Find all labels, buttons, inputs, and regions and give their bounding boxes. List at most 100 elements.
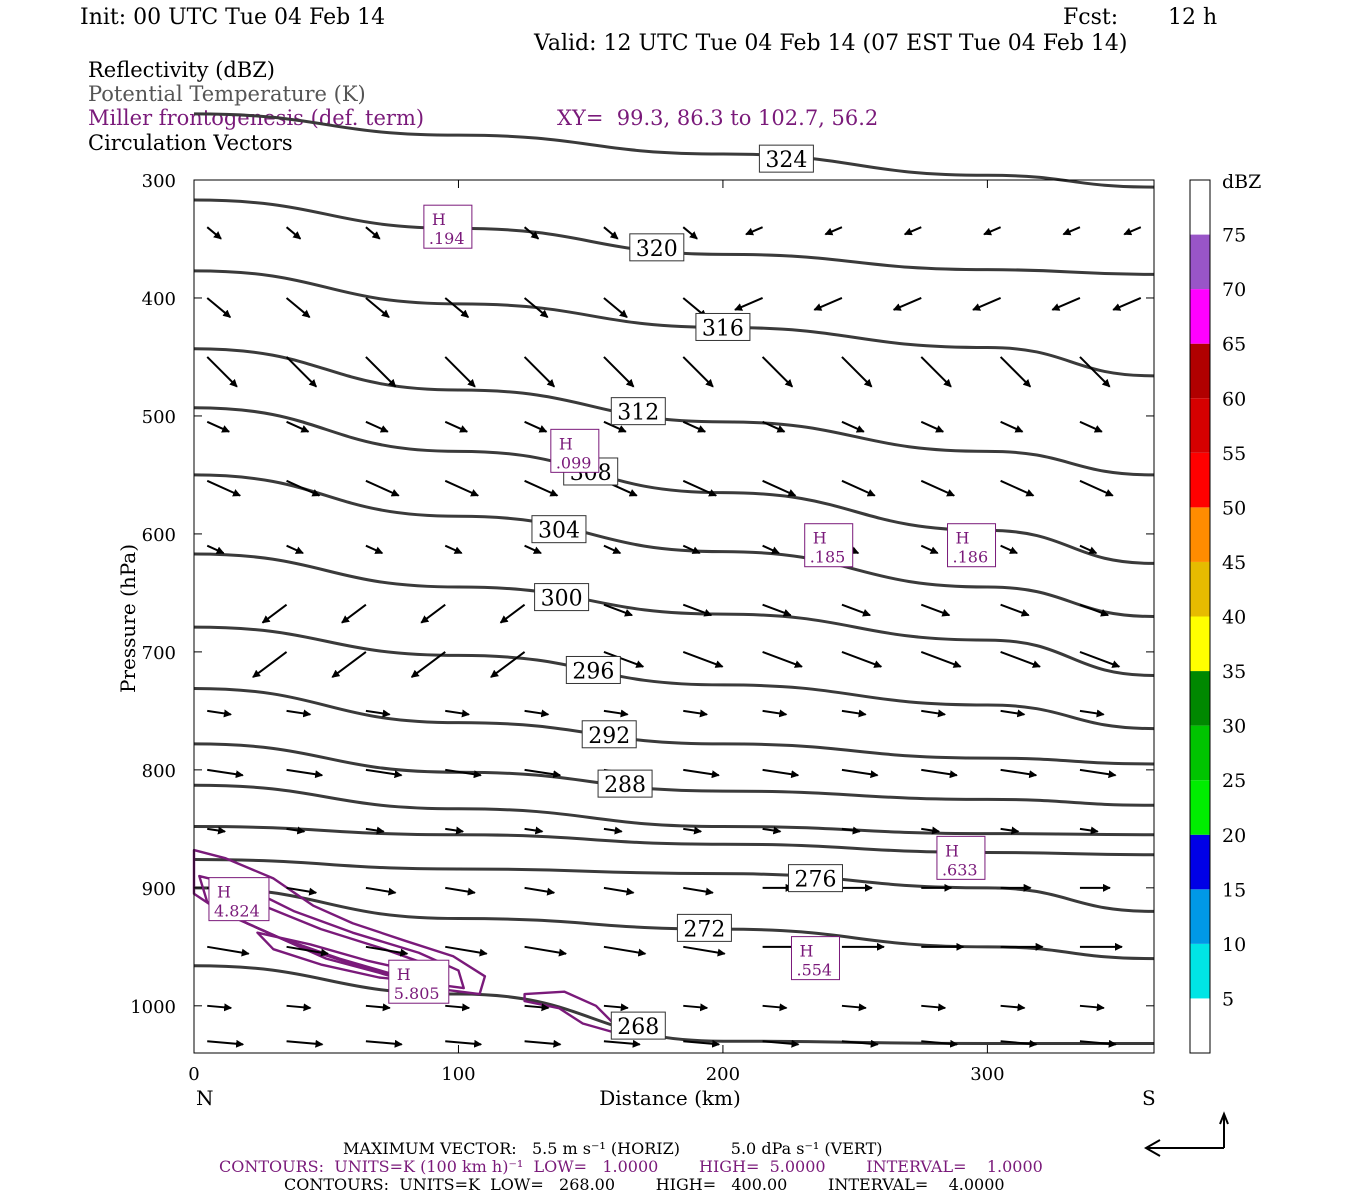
circulation-vector xyxy=(285,297,311,318)
circulation-vector xyxy=(920,356,952,388)
circulation-vector xyxy=(1000,650,1041,668)
fronto-max-4: H.186 xyxy=(947,523,997,568)
colorbar-frame xyxy=(1189,179,1211,1054)
fronto-max-h: H xyxy=(432,210,446,229)
circulation-vector xyxy=(682,356,714,388)
fronto-max-h: H xyxy=(397,965,411,984)
colorbar-label: 60 xyxy=(1222,388,1246,410)
theta-label-296: 296 xyxy=(565,655,621,684)
fronto-max-h: H xyxy=(945,841,959,860)
circulation-vector xyxy=(762,1039,800,1048)
circulation-vector xyxy=(1000,1003,1026,1012)
circulation-vector xyxy=(761,356,794,388)
colorbar-label: 50 xyxy=(1222,497,1246,519)
circulation-vector xyxy=(1062,226,1081,236)
colorbar-label: 20 xyxy=(1222,825,1246,847)
circulation-vector xyxy=(841,603,871,617)
circulation-vector xyxy=(524,886,556,896)
circulation-vector xyxy=(523,356,555,388)
circulation-vector xyxy=(813,297,843,311)
circulation-vector xyxy=(1000,544,1018,555)
colorbar-segment xyxy=(1190,889,1210,944)
circulation-vector xyxy=(252,651,288,678)
theta-label-text: 292 xyxy=(588,724,630,749)
theta-label-text: 276 xyxy=(794,868,836,893)
field-vectors: Circulation Vectors xyxy=(88,131,293,155)
circulation-vector xyxy=(1079,356,1111,388)
fronto-max-h: H xyxy=(813,529,827,548)
circulation-vector xyxy=(1000,1039,1038,1048)
fronto-max-6: H.554 xyxy=(790,936,840,981)
colorbar-segment xyxy=(1190,343,1210,399)
circulation-vector xyxy=(286,1039,324,1048)
circulation-vector xyxy=(445,768,482,779)
circulation-vector xyxy=(1079,1039,1117,1048)
circulation-vector xyxy=(841,709,867,718)
circulation-vector xyxy=(445,1003,471,1012)
colorbar-label: 5 xyxy=(1222,988,1234,1010)
circulation-vector xyxy=(286,709,312,718)
circulation-vector xyxy=(603,603,633,617)
y-tick-label: 700 xyxy=(142,643,176,664)
circulation-vector xyxy=(920,650,962,668)
circulation-vector xyxy=(734,297,763,311)
circulation-vector xyxy=(444,356,476,388)
theta-label-box xyxy=(610,1011,666,1040)
colorbar-segment xyxy=(1190,943,1210,999)
fronto-max-h: H xyxy=(799,942,813,961)
fronto-max-value: .633 xyxy=(942,860,978,879)
circulation-vector xyxy=(762,603,792,617)
circulation-vector xyxy=(841,479,876,497)
theta-contour-320 xyxy=(193,198,1155,276)
colorbar-label: 25 xyxy=(1222,770,1246,792)
y-tick-label: 900 xyxy=(142,879,176,900)
theta-label-312: 312 xyxy=(610,397,666,426)
circulation-vector xyxy=(682,420,707,433)
theta-label-box xyxy=(597,769,653,798)
circulation-vector xyxy=(445,826,465,835)
circulation-vector xyxy=(286,544,304,555)
x-end-label-right: S xyxy=(1142,1086,1156,1110)
circulation-vector xyxy=(1079,544,1098,555)
theta-label-300: 300 xyxy=(534,583,590,612)
circulation-vector xyxy=(603,544,622,555)
colorbar-segment xyxy=(1190,452,1210,508)
circulation-vector xyxy=(445,945,488,957)
fronto-max-value: .185 xyxy=(810,548,846,567)
circulation-vector xyxy=(1112,297,1142,311)
y-tick-label: 400 xyxy=(142,289,176,310)
circulation-vector xyxy=(921,768,958,779)
circulation-vector xyxy=(365,826,385,835)
circulation-vector xyxy=(1079,479,1114,497)
circulation-vector xyxy=(524,945,567,957)
circulation-vector xyxy=(603,945,647,957)
circulation-vector xyxy=(683,886,714,896)
xy-coordinates: XY= 99.3, 86.3 to 102.7, 56.2 xyxy=(557,106,879,130)
colorbar-segment xyxy=(1190,289,1210,344)
circulation-vector xyxy=(683,709,708,718)
circulation-vector xyxy=(207,1003,233,1012)
circulation-vector xyxy=(365,1039,403,1048)
circulation-vector xyxy=(365,945,409,957)
theta-label-box xyxy=(676,913,732,942)
circulation-vector xyxy=(920,479,956,497)
circulation-vector xyxy=(603,826,623,835)
circulation-vector xyxy=(999,356,1032,388)
theta-label-box xyxy=(695,312,751,341)
fronto-max-h: H xyxy=(217,883,231,902)
circulation-vector xyxy=(207,945,250,957)
forecast-label: Fcst: xyxy=(1063,5,1119,30)
circulation-vector xyxy=(983,226,1002,236)
theta-label-288: 288 xyxy=(597,769,653,798)
circulation-vector xyxy=(365,479,400,497)
circulation-vector xyxy=(603,1039,641,1048)
colorbar-segment xyxy=(1190,180,1210,235)
circulation-vector xyxy=(365,420,389,433)
fronto-max-8: H5.805 xyxy=(388,959,450,1004)
y-tick-label: 500 xyxy=(142,407,176,428)
circulation-vector xyxy=(365,297,390,318)
circulation-vector xyxy=(603,650,645,668)
colorbar-label: 15 xyxy=(1222,879,1246,901)
circulation-vector xyxy=(365,1003,391,1012)
fronto-max-value: 5.805 xyxy=(394,984,440,1003)
